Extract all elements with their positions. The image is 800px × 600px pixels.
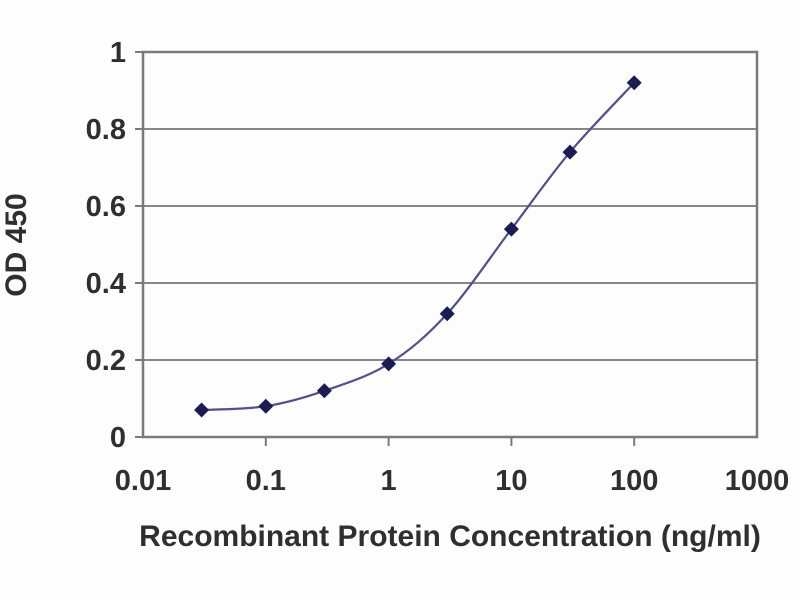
x-tick-label: 10 (495, 465, 527, 497)
x-tick-label: 0.1 (246, 465, 286, 497)
data-point-marker (194, 402, 210, 418)
data-point-marker (258, 398, 274, 414)
x-tick-label: 0.01 (115, 465, 171, 497)
chart-plot-layer: 0 0.2 0.4 0.6 0.8 1 0.01 0.1 1 10 100 1000 (86, 37, 790, 497)
data-point-marker (626, 75, 642, 91)
data-point-marker (503, 221, 519, 237)
y-tick-label: 0.2 (86, 345, 126, 377)
y-tick-label: 0.8 (86, 114, 126, 146)
data-point-marker (562, 144, 578, 160)
x-tick-label: 1 (381, 465, 397, 497)
y-tick-label: 0 (110, 422, 126, 454)
x-tick-label: 1000 (725, 465, 790, 497)
data-point-marker (381, 356, 397, 372)
y-tick-label: 0.4 (86, 268, 126, 300)
y-tick-label: 0.6 (86, 191, 126, 223)
y-tick-label: 1 (110, 37, 126, 69)
data-point-marker (439, 306, 455, 322)
data-point-marker (316, 383, 332, 399)
plot-border (141, 50, 759, 439)
x-axis-title: Recombinant Protein Concentration (ng/ml… (139, 520, 761, 553)
y-axis-title: OD 450 (0, 193, 33, 296)
x-tick-label: 100 (610, 465, 658, 497)
